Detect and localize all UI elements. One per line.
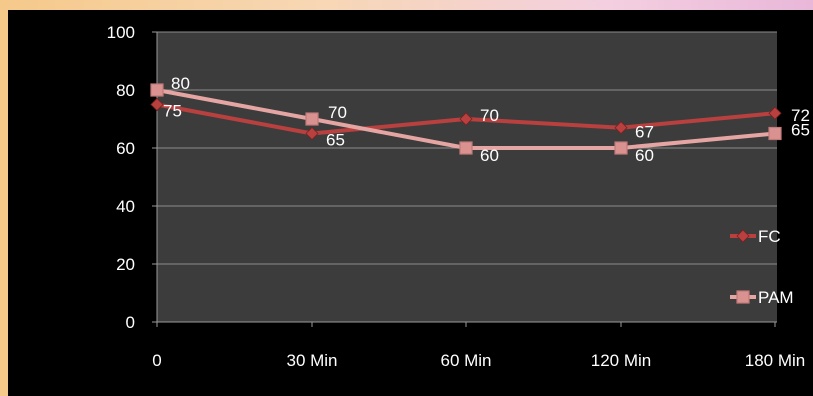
data-label-fc: 67: [635, 123, 654, 142]
slide-left-border: [0, 0, 8, 396]
point-pam: [459, 141, 473, 155]
data-label-pam: 70: [328, 103, 347, 122]
y-tick-label: 20: [116, 255, 135, 274]
legend-label-pam: PAM: [758, 288, 794, 307]
data-label-fc: 72: [791, 106, 810, 125]
y-tick-label: 40: [116, 197, 135, 216]
x-tick-label: 120 Min: [591, 351, 651, 370]
point-pam: [768, 126, 782, 141]
slide-top-border: [0, 0, 813, 10]
y-tick-label: 100: [107, 23, 135, 42]
plot-area: [157, 32, 777, 322]
point-fc: [614, 121, 628, 135]
x-tick-label: 60 Min: [440, 351, 491, 370]
point-fc: [150, 97, 164, 112]
point-pam: [150, 83, 164, 97]
data-label-pam: 80: [171, 74, 190, 93]
y-tick-label: 80: [116, 81, 135, 100]
legend-marker-pam: [736, 290, 750, 304]
point-pam: [614, 141, 628, 155]
data-label-pam: 65: [791, 121, 810, 140]
data-label-pam: 60: [480, 146, 499, 165]
legend-label-fc: FC: [758, 227, 781, 246]
data-label-pam: 60: [635, 146, 654, 165]
data-label-fc: 75: [163, 102, 182, 121]
x-tick-label: 180 Min: [745, 351, 805, 370]
point-fc: [768, 106, 782, 120]
y-tick-label: 60: [116, 139, 135, 158]
point-pam: [305, 112, 319, 126]
x-tick-label: 0: [152, 351, 161, 370]
point-fc: [305, 126, 319, 141]
point-fc: [459, 112, 473, 126]
x-tick-label: 30 Min: [286, 351, 337, 370]
data-label-fc: 70: [480, 106, 499, 125]
y-tick-label: 0: [126, 313, 135, 332]
legend-marker-fc: [736, 229, 750, 243]
data-label-fc: 65: [326, 131, 345, 150]
